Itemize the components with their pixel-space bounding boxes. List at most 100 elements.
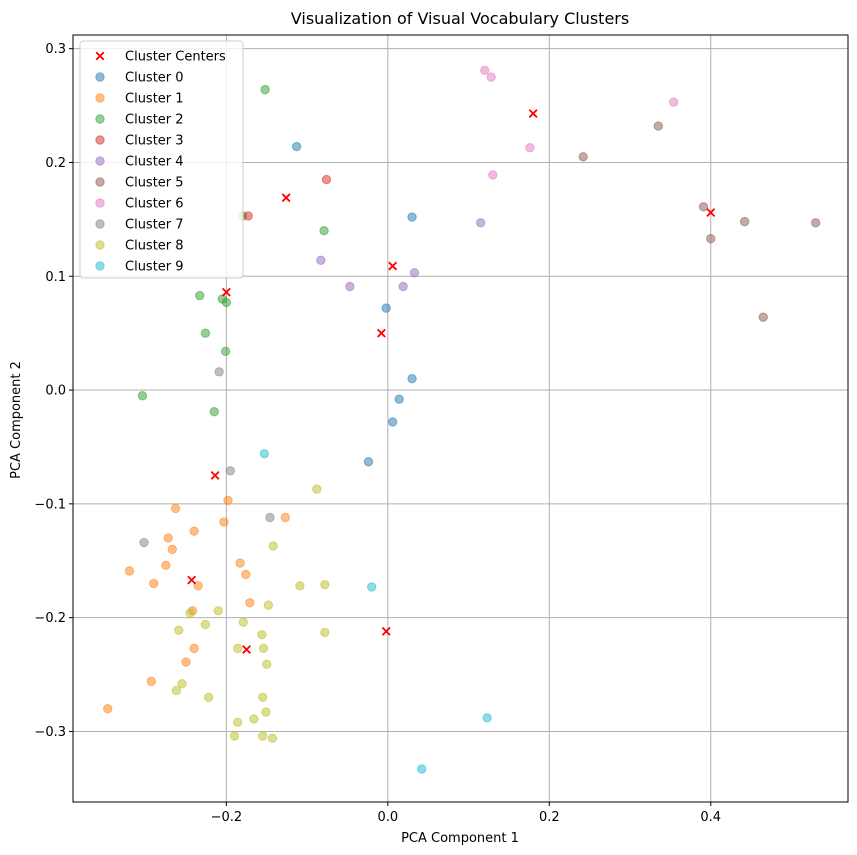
- legend-marker: [95, 114, 105, 124]
- series-6: [480, 65, 679, 180]
- legend-center-marker: [95, 51, 105, 61]
- data-point: [223, 495, 233, 506]
- legend-marker: [95, 177, 105, 187]
- legend-marker: [95, 93, 105, 103]
- data-point: [213, 606, 224, 616]
- data-point: [177, 678, 187, 689]
- data-point: [193, 581, 203, 591]
- data-point: [398, 281, 408, 292]
- data-point: [407, 373, 417, 384]
- data-point: [265, 512, 275, 523]
- legend: Cluster Centers Cluster 0 Cluster 1 Cluster…: [79, 40, 244, 279]
- data-point: [258, 643, 269, 654]
- data-point: [480, 65, 490, 75]
- cluster-center-marker: [528, 109, 538, 118]
- data-point: [195, 290, 205, 301]
- legend-label: Cluster 5: [125, 176, 184, 191]
- cluster-center-marker: [706, 208, 716, 217]
- y-axis-label: PCA Component 2: [9, 361, 24, 479]
- data-point: [363, 457, 374, 467]
- data-point: [259, 449, 270, 459]
- data-point: [488, 170, 498, 180]
- data-point: [214, 367, 224, 377]
- cluster-centers: [187, 109, 716, 654]
- data-point: [345, 281, 355, 292]
- data-point: [229, 731, 240, 741]
- data-point: [653, 121, 663, 131]
- legend-marker: [95, 261, 105, 271]
- legend-label: Cluster Centers: [125, 50, 226, 65]
- data-point: [698, 202, 709, 212]
- data-point: [280, 512, 291, 523]
- plot-area-frame: [72, 34, 849, 803]
- data-point: [409, 268, 420, 278]
- data-point: [811, 218, 821, 228]
- cluster-center-marker: [376, 328, 386, 338]
- legend-marker: [95, 135, 105, 145]
- data-point: [316, 255, 326, 266]
- cluster-center-marker: [221, 287, 231, 297]
- legend-label: Cluster 8: [125, 239, 184, 254]
- cluster-center-marker: [187, 575, 197, 585]
- data-point: [174, 625, 184, 635]
- data-points: [103, 65, 821, 774]
- x-tick-label: 0.2: [539, 810, 560, 825]
- data-point: [225, 466, 236, 476]
- data-point: [387, 417, 398, 427]
- legend-box: [79, 40, 244, 279]
- data-point: [241, 569, 251, 580]
- data-point: [189, 643, 199, 654]
- data-point: [407, 212, 417, 222]
- legend-marker: [95, 72, 105, 82]
- data-point: [232, 643, 243, 654]
- legend-marker: [95, 219, 105, 229]
- data-point: [221, 297, 232, 308]
- data-point: [257, 630, 267, 640]
- y-tick-label: −0.3: [34, 725, 66, 740]
- axis-ticks: −0.2 0.0 0.2 0.4 −0.3 −0.2 −0.1 0.0 0.1 0.2 0.3: [34, 42, 721, 825]
- cluster-center-marker: [210, 470, 220, 480]
- data-point: [739, 216, 750, 227]
- data-point: [219, 517, 229, 527]
- data-point: [245, 598, 255, 608]
- series-3: [243, 174, 332, 221]
- x-axis-label: PCA Component 1: [401, 831, 519, 846]
- data-point: [163, 533, 173, 543]
- legend-marker: [95, 198, 105, 208]
- data-point: [200, 328, 211, 338]
- data-point: [706, 233, 716, 244]
- data-point: [124, 566, 135, 576]
- legend-label: Cluster 2: [125, 113, 184, 128]
- legend-marker: [95, 156, 105, 166]
- series-4: [316, 218, 486, 292]
- data-point: [319, 226, 329, 236]
- data-point: [381, 303, 391, 313]
- data-point: [482, 713, 492, 723]
- data-point: [185, 608, 195, 618]
- data-point: [209, 406, 219, 417]
- series-7: [139, 367, 275, 548]
- data-point: [258, 731, 268, 741]
- data-point: [170, 503, 181, 514]
- data-point: [320, 579, 330, 590]
- data-point: [149, 578, 159, 589]
- data-point: [262, 659, 272, 670]
- data-point: [235, 558, 245, 568]
- series-0: [291, 141, 417, 467]
- series-1: [103, 495, 291, 714]
- data-point: [394, 394, 404, 404]
- data-point: [146, 676, 157, 687]
- data-point: [167, 544, 177, 555]
- data-point: [261, 707, 271, 717]
- data-point: [200, 619, 211, 630]
- legend-marker: [95, 240, 105, 250]
- legend-label: Cluster 0: [125, 71, 184, 86]
- series-8: [171, 484, 330, 743]
- data-point: [103, 703, 113, 714]
- series-5: [578, 121, 821, 322]
- data-point: [312, 484, 322, 494]
- cluster-center-marker: [281, 193, 291, 203]
- y-tick-label: −0.1: [34, 497, 66, 512]
- legend-label: Cluster 7: [125, 218, 184, 233]
- data-point: [139, 537, 149, 548]
